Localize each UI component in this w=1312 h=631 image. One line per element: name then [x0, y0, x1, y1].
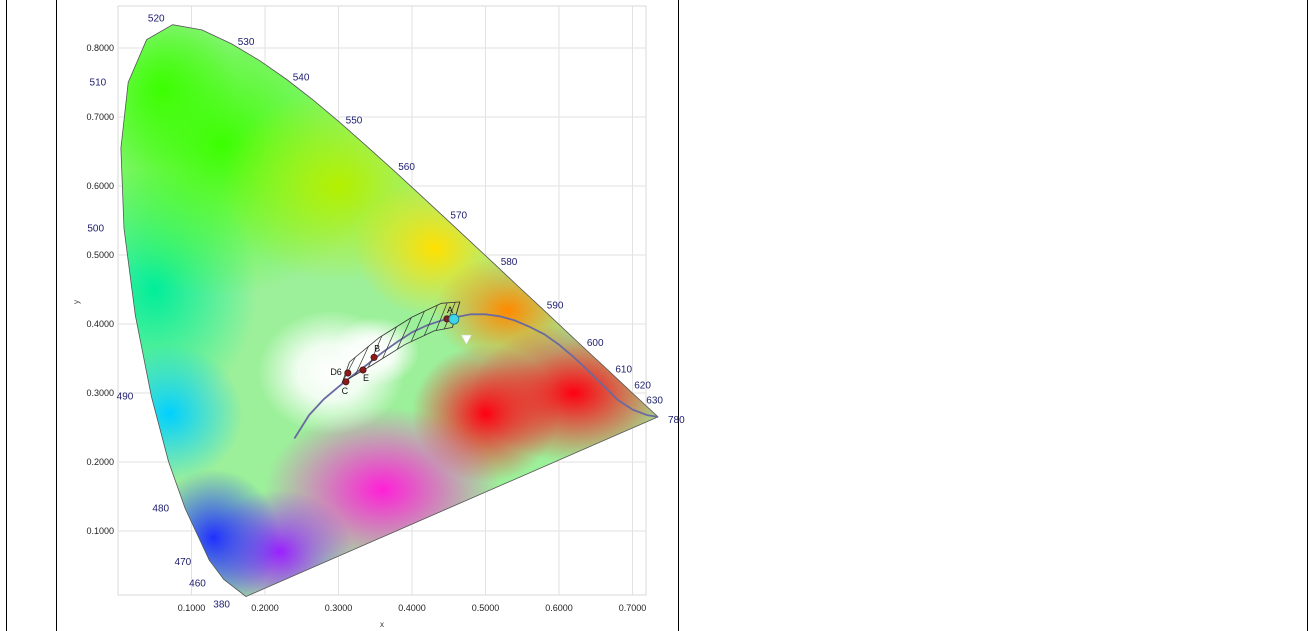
triangle-marker — [460, 334, 472, 345]
x-tick-label: 0.1000 — [178, 603, 206, 613]
divider-middle — [678, 0, 679, 631]
axis-ticks: 0.1000 0.2000 0.3000 0.4000 0.5000 0.6000 0.70… — [86, 43, 646, 613]
reference-point-label: D6 — [330, 367, 342, 377]
reference-points: D6C E B A — [330, 305, 472, 396]
right-panel-border — [1307, 0, 1308, 631]
y-tick-label: 0.2000 — [86, 457, 114, 467]
x-tick-label: 0.4000 — [398, 603, 426, 613]
reference-point-C — [342, 378, 350, 386]
y-tick-label: 0.1000 — [86, 526, 114, 536]
y-tick-label: 0.8000 — [86, 43, 114, 53]
wavelength-label-620: 620 — [634, 380, 651, 391]
wavelength-labels: 380 460 470 480 490 500 510 520 530 540 550 560 570 5… — [87, 14, 685, 611]
y-tick-label: 0.4000 — [86, 319, 114, 329]
wavelength-label-580: 580 — [501, 257, 518, 268]
wavelength-label-540: 540 — [293, 73, 310, 84]
reference-point-E — [359, 366, 367, 374]
wavelength-label-560: 560 — [398, 162, 415, 173]
wavelength-label-460: 460 — [189, 579, 206, 590]
wavelength-label-600: 600 — [587, 338, 604, 349]
tolerance-band-rung — [435, 302, 448, 331]
y-tick-label: 0.6000 — [86, 181, 114, 191]
wavelength-label-490: 490 — [117, 391, 134, 402]
wavelength-label-520: 520 — [148, 14, 165, 25]
reference-point-B — [370, 353, 378, 361]
wavelength-label-780: 780 — [668, 415, 685, 426]
reference-point-label: E — [363, 373, 369, 383]
wavelength-label-570: 570 — [450, 210, 467, 221]
planckian-locus-line — [293, 313, 659, 440]
tolerance-band-rung — [354, 346, 369, 376]
wavelength-label-500: 500 — [87, 224, 104, 235]
x-tick-label: 0.3000 — [325, 603, 353, 613]
wavelength-label-380: 380 — [213, 600, 230, 611]
wavelength-label-530: 530 — [238, 37, 255, 48]
x-tick-label: 0.6000 — [545, 603, 573, 613]
measured-point-marker — [448, 313, 460, 325]
wavelength-label-470: 470 — [175, 557, 192, 568]
tolerance-band-rung — [367, 335, 383, 368]
tolerance-band-rung — [423, 305, 438, 336]
x-tick-label: 0.2000 — [251, 603, 279, 613]
divider-left — [56, 0, 57, 631]
reference-point-label: C — [342, 386, 349, 396]
wavelength-label-610: 610 — [615, 365, 632, 376]
wavelength-label-510: 510 — [90, 77, 107, 88]
reference-point-label: A — [447, 305, 453, 315]
tolerance-band-rung — [396, 317, 412, 350]
x-axis-label: x — [380, 620, 384, 629]
x-tick-label: 0.5000 — [472, 603, 500, 613]
y-axis-label: y — [72, 300, 81, 304]
y-tick-label: 0.5000 — [86, 250, 114, 260]
wavelength-label-550: 550 — [346, 115, 363, 126]
x-tick-label: 0.7000 — [619, 603, 647, 613]
wavelength-label-590: 590 — [547, 300, 564, 311]
reference-point-label: B — [374, 343, 380, 353]
reference-point-D6 — [344, 369, 352, 377]
spectral-locus-outline — [120, 24, 659, 597]
y-tick-label: 0.3000 — [86, 388, 114, 398]
left-panel-border — [6, 0, 7, 631]
tolerance-band-rung — [410, 311, 425, 342]
wavelength-label-480: 480 — [152, 503, 169, 514]
y-tick-label: 0.7000 — [86, 112, 114, 122]
tolerance-band-rung — [382, 326, 397, 359]
tolerance-band-rung — [443, 302, 456, 330]
wavelength-label-630: 630 — [646, 396, 663, 407]
